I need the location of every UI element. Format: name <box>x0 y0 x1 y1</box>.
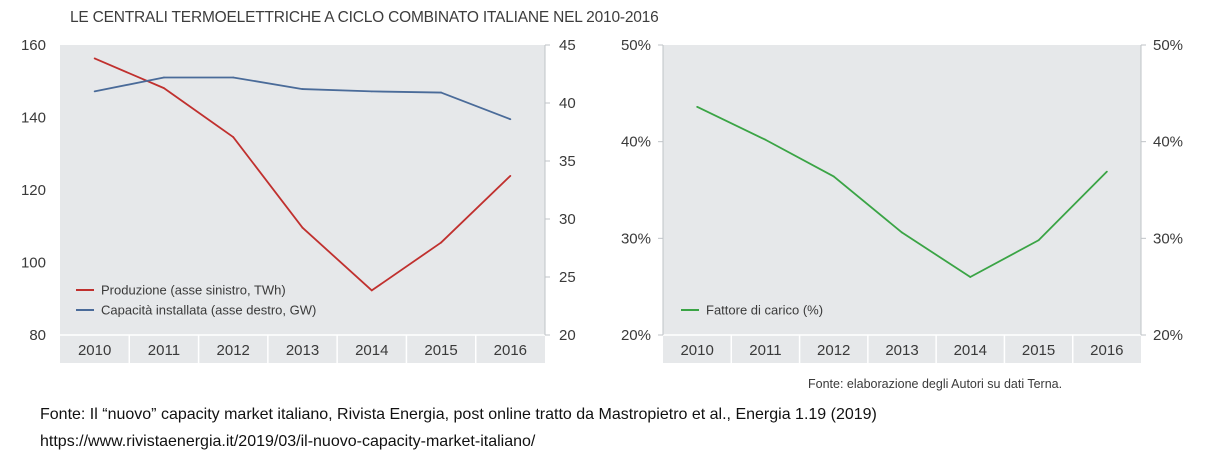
y-left-tick-label: 120 <box>21 182 46 199</box>
x-tick-label: 2016 <box>494 342 527 359</box>
series-1-point <box>764 138 767 141</box>
series-2-point <box>440 91 442 94</box>
x-tick-label: 2013 <box>885 342 918 359</box>
legend-label-2: Capacità installata (asse destro, GW) <box>101 303 316 318</box>
x-tick-label: 2015 <box>424 342 457 359</box>
chart-2: 2010 2011 2012 2013 2014 2015 2016 20% 20% 30% 30%… <box>621 37 1183 363</box>
series-2-point <box>509 118 512 121</box>
series-1-point <box>301 226 304 229</box>
y-right-tick-label: 50% <box>1153 37 1183 54</box>
series-1-point <box>696 105 699 108</box>
y-right-tick-label: 45 <box>559 37 576 54</box>
y-left-tick-label: 40% <box>621 134 651 151</box>
x-tick-label: 2011 <box>148 342 180 359</box>
y-right-tick-label: 35 <box>559 153 576 170</box>
y-left-tick-label: 50% <box>621 37 651 54</box>
series-2-point <box>232 76 235 79</box>
x-tick-label: 2014 <box>355 342 388 359</box>
y-left-tick-label: 20% <box>621 327 651 344</box>
x-tick-label: 2010 <box>680 342 713 359</box>
x-tick-label: 2012 <box>217 342 250 359</box>
y-right-tick-label: 20% <box>1153 327 1183 344</box>
plot-area <box>663 45 1141 335</box>
series-1-point <box>1037 239 1040 242</box>
y-right-tick-label: 30% <box>1153 230 1183 247</box>
legend-label-1: Fattore di carico (%) <box>706 303 823 318</box>
y-left-tick-label: 80 <box>29 327 46 344</box>
x-tick-label: 2012 <box>817 342 850 359</box>
y-left-tick-label: 30% <box>621 230 651 247</box>
legend-label-1: Produzione (asse sinistro, TWh) <box>101 283 286 298</box>
x-axis-band <box>663 335 1141 363</box>
series-2-point <box>370 90 373 93</box>
x-tick-label: 2011 <box>749 342 781 359</box>
series-1-point <box>370 289 373 292</box>
series-1-point <box>509 174 512 177</box>
x-tick-label: 2010 <box>78 342 111 359</box>
x-tick-label: 2014 <box>954 342 987 359</box>
series-1-point <box>440 241 442 244</box>
y-right-tick-label: 30 <box>559 211 576 228</box>
series-2-point <box>93 90 96 93</box>
x-tick-label: 2015 <box>1022 342 1055 359</box>
y-left-tick-label: 100 <box>21 255 46 272</box>
y-right-tick-label: 40 <box>559 95 576 112</box>
figure-caption: Fonte: Il “nuovo” capacity market italia… <box>40 406 877 423</box>
y-right-tick-label: 40% <box>1153 134 1183 151</box>
series-1-point <box>1105 170 1108 173</box>
x-tick-label: 2016 <box>1090 342 1123 359</box>
x-tick-label: 2013 <box>286 342 319 359</box>
series-1-point <box>969 276 972 278</box>
series-1-point <box>232 136 235 138</box>
chart-1: 2010 2011 2012 2013 2014 2015 2016 80 100 120 140 1… <box>21 37 576 363</box>
y-right-tick-label: 25 <box>559 269 576 286</box>
source-url[interactable]: https://www.rivistaenergia.it/2019/03/il… <box>40 433 536 450</box>
y-right-tick-label: 20 <box>559 327 576 344</box>
chart-title: LE CENTRALI TERMOELETTRICHE A CICLO COMB… <box>70 9 659 26</box>
x-axis-band <box>60 335 545 363</box>
series-2-point <box>301 88 304 90</box>
series-2-point <box>163 76 165 79</box>
source-note: Fonte: elaborazione degli Autori su dati… <box>808 377 1063 391</box>
series-1-point <box>832 175 835 178</box>
y-left-tick-label: 160 <box>21 37 46 54</box>
series-1-point <box>901 231 903 234</box>
plot-area <box>60 45 545 335</box>
y-left-tick-label: 140 <box>21 110 46 127</box>
series-1-point <box>93 57 96 60</box>
series-1-point <box>163 87 165 90</box>
